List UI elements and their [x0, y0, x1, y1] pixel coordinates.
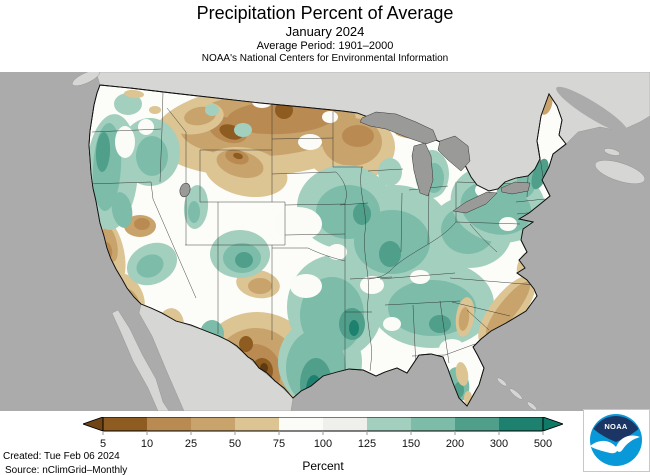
colorbar-tick-label: 200	[446, 438, 464, 450]
lake-huron	[437, 135, 471, 172]
colorbar-tick-label: 150	[402, 438, 420, 450]
noaa-logo-graphic: NOAA	[590, 414, 642, 466]
colorbar-segment	[103, 417, 147, 431]
colorbar-tick-label: 10	[141, 438, 153, 450]
colorbar-tick-label: 100	[314, 438, 332, 450]
map-great-lakes	[179, 111, 531, 214]
average-period-label: Average Period: 1901–2000	[256, 40, 394, 52]
page-title: Precipitation Percent of Average	[196, 3, 454, 23]
lake-erie	[452, 191, 498, 214]
org-name: NOAA's National Centers for Environmenta…	[201, 53, 449, 64]
colorbar-segment	[411, 417, 455, 431]
colorbar-tick-label: 50	[229, 438, 241, 450]
us-precipitation-map	[0, 70, 650, 412]
created-date: Created: Tue Feb 06 2024	[3, 451, 120, 462]
lake-ontario	[500, 181, 531, 195]
noaa-logo-fan	[593, 416, 639, 442]
header: Precipitation Percent of Average January…	[0, 0, 650, 65]
noaa-logo: NOAA	[583, 409, 650, 472]
prince-edward-island	[604, 148, 620, 156]
colorbar-segment	[499, 417, 543, 431]
colorbar-segment	[147, 417, 191, 431]
colorbar-left-arrow	[81, 416, 104, 432]
colorbar-tick-label: 25	[185, 438, 197, 450]
nova-scotia	[594, 160, 646, 184]
lake-superior	[359, 111, 438, 145]
colorbar-segment	[279, 417, 323, 431]
colorbar-segment	[323, 417, 367, 431]
colorbar-right-arrow	[542, 416, 565, 432]
colorbar-tick-label: 5	[100, 438, 106, 450]
vancouver-island	[72, 70, 100, 86]
great-salt-lake	[179, 182, 191, 198]
colorbar-scale: 5 10 25 50 75 100 125 150 200 300 500	[81, 416, 565, 450]
source-label: Source: nClimGrid–Monthly	[5, 465, 128, 475]
colorbar: 5 10 25 50 75 100 125 150 200 300 500	[81, 416, 565, 451]
colorbar-tick-label: 125	[358, 438, 376, 450]
colorbar-segment	[235, 417, 279, 431]
colorbar-tick-label: 300	[490, 438, 508, 450]
map-us-outline	[88, 84, 567, 407]
lake-michigan	[411, 142, 434, 197]
map-mexico	[111, 303, 294, 412]
colorbar-segment	[367, 417, 411, 431]
map-canvas	[0, 70, 650, 412]
st-lawrence-gulf	[556, 86, 628, 134]
noaa-logo-text: NOAA	[604, 422, 628, 431]
subtitle-month: January 2024	[285, 24, 365, 39]
colorbar-tick-label: 500	[534, 438, 552, 450]
colorbar-unit-label: Percent	[302, 459, 344, 473]
seagull-icon	[590, 440, 618, 454]
colorbar-segment	[191, 417, 235, 431]
colorbar-tick-label: 75	[273, 438, 285, 450]
map-bahamas	[497, 377, 537, 411]
colorbar-segment	[455, 417, 499, 431]
seagull-wing-icon	[616, 435, 640, 452]
